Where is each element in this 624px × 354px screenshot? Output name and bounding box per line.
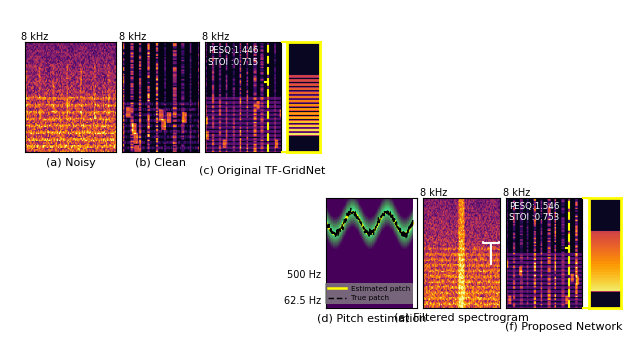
Text: 62.5 Hz: 62.5 Hz (285, 296, 321, 306)
Text: 8 kHz: 8 kHz (21, 33, 49, 42)
Text: PESQ:1.546
STOI :0.753: PESQ:1.546 STOI :0.753 (509, 201, 559, 222)
Legend: Estimated patch, True patch: Estimated patch, True patch (324, 283, 414, 304)
Text: (d) Pitch estimation: (d) Pitch estimation (317, 314, 426, 324)
Text: 500 Hz: 500 Hz (288, 270, 321, 280)
Text: (f) Proposed Network: (f) Proposed Network (505, 322, 622, 332)
Text: 8 kHz: 8 kHz (421, 188, 447, 198)
Text: (e) Filtered spectrogram: (e) Filtered spectrogram (394, 314, 529, 324)
Text: (b) Clean: (b) Clean (135, 158, 186, 168)
Text: (a) Noisy: (a) Noisy (46, 158, 95, 168)
Text: 8 kHz: 8 kHz (202, 33, 229, 42)
Text: PESQ:1.446
STOI :0.715: PESQ:1.446 STOI :0.715 (208, 46, 258, 67)
Text: 8 kHz: 8 kHz (503, 188, 530, 198)
Text: 8 kHz: 8 kHz (119, 33, 147, 42)
Text: (c) Original TF-GridNet: (c) Original TF-GridNet (199, 166, 326, 176)
